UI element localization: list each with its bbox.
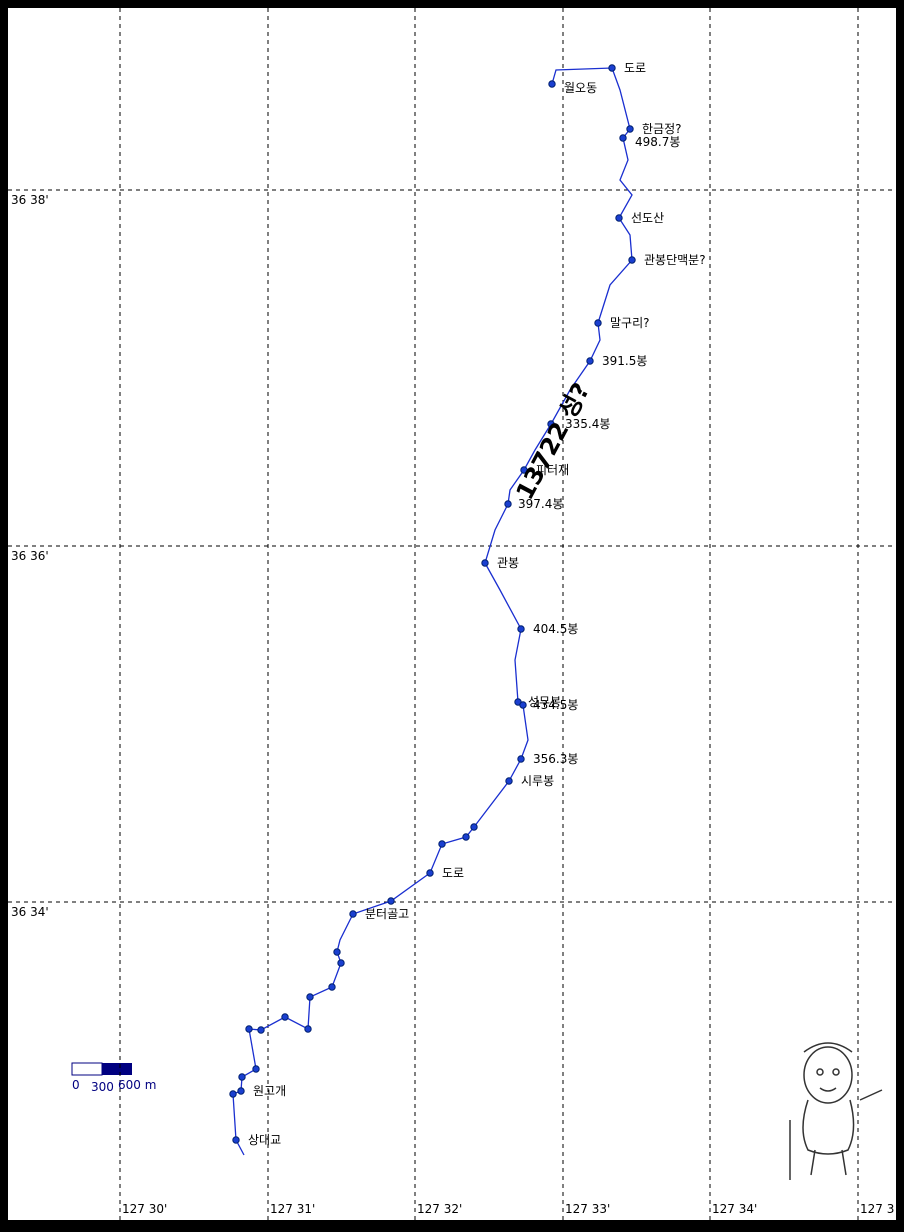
waypoint [519,701,527,709]
longitude-label: 127 31' [270,1202,315,1216]
waypoint-label: 356.3봉 [533,752,578,766]
latitude-label: 36 36' [11,549,49,563]
scale-label: 0 [72,1078,80,1092]
track-point [328,983,336,991]
waypoint [586,357,594,365]
waypoint [232,1136,240,1144]
waypoint-label: 도로 [624,61,646,75]
waypoint-label: 도로 [442,866,464,880]
waypoint-label: 말구리? [610,316,650,330]
track-point [462,833,470,841]
track [232,67,633,1156]
track-point [281,1013,289,1021]
track-point [387,897,395,905]
track-point [238,1073,246,1081]
waypoint [517,625,525,633]
waypoint-label: 성무봉 [528,695,561,709]
scale-bar [102,1063,132,1075]
map-area [8,8,896,1220]
longitude-label: 127 34' [712,1202,757,1216]
cartoon [780,1025,896,1220]
longitude-label: 127 32' [417,1202,462,1216]
waypoint-label: 시루봉 [521,774,554,788]
waypoint [626,125,634,133]
track-point [252,1065,260,1073]
waypoint-label: 335.4봉 [565,417,610,431]
waypoint-label: 498.7봉 [635,135,680,149]
waypoint-label: 391.5봉 [602,354,647,368]
waypoint-label: 434.5봉 [533,698,578,712]
waypoint [504,500,512,508]
track-point [333,948,341,956]
scale-label: 600 m [118,1078,156,1092]
latitude-label: 36 34' [11,905,49,919]
waypoint-label: 분터골고 [365,907,409,921]
track-point [257,1026,265,1034]
waypoint [505,777,513,785]
waypoint-label: 원고개 [253,1084,286,1098]
waypoint [608,64,616,72]
waypoint-label: 상대교 [248,1133,281,1147]
longitude-label: 127 30' [122,1202,167,1216]
waypoint [615,214,623,222]
waypoint-label: 월오동 [564,81,597,95]
waypoint [237,1087,245,1095]
waypoint-label: 관봉 [497,556,519,570]
latitude-label: 36 38' [11,193,49,207]
waypoint-label: 관봉단맥분? [644,253,706,267]
track-point [304,1025,312,1033]
waypoint [481,559,489,567]
track-point [245,1025,253,1033]
waypoint [520,466,528,474]
waypoint [547,420,555,428]
waypoint-label: 피터재 [536,463,569,477]
waypoint [517,755,525,763]
waypoint [594,319,602,327]
waypoint [619,134,627,142]
waypoint-label: 397.4봉 [518,497,563,511]
waypoint [548,80,556,88]
longitude-label: 127 3 [860,1202,894,1216]
track-point [470,823,478,831]
scale-bar [71,1062,103,1076]
waypoint [349,910,357,918]
waypoint [426,869,434,877]
track-point [306,993,314,1001]
waypoint [628,256,636,264]
track-point [229,1090,237,1098]
longitude-label: 127 33' [565,1202,610,1216]
waypoint-label: 한금정? [642,122,682,136]
waypoint-label: 선도산 [631,211,664,225]
track-point [438,840,446,848]
scale-label: 300 [91,1080,114,1094]
track-point [337,959,345,967]
waypoint-label: 404.5봉 [533,622,578,636]
